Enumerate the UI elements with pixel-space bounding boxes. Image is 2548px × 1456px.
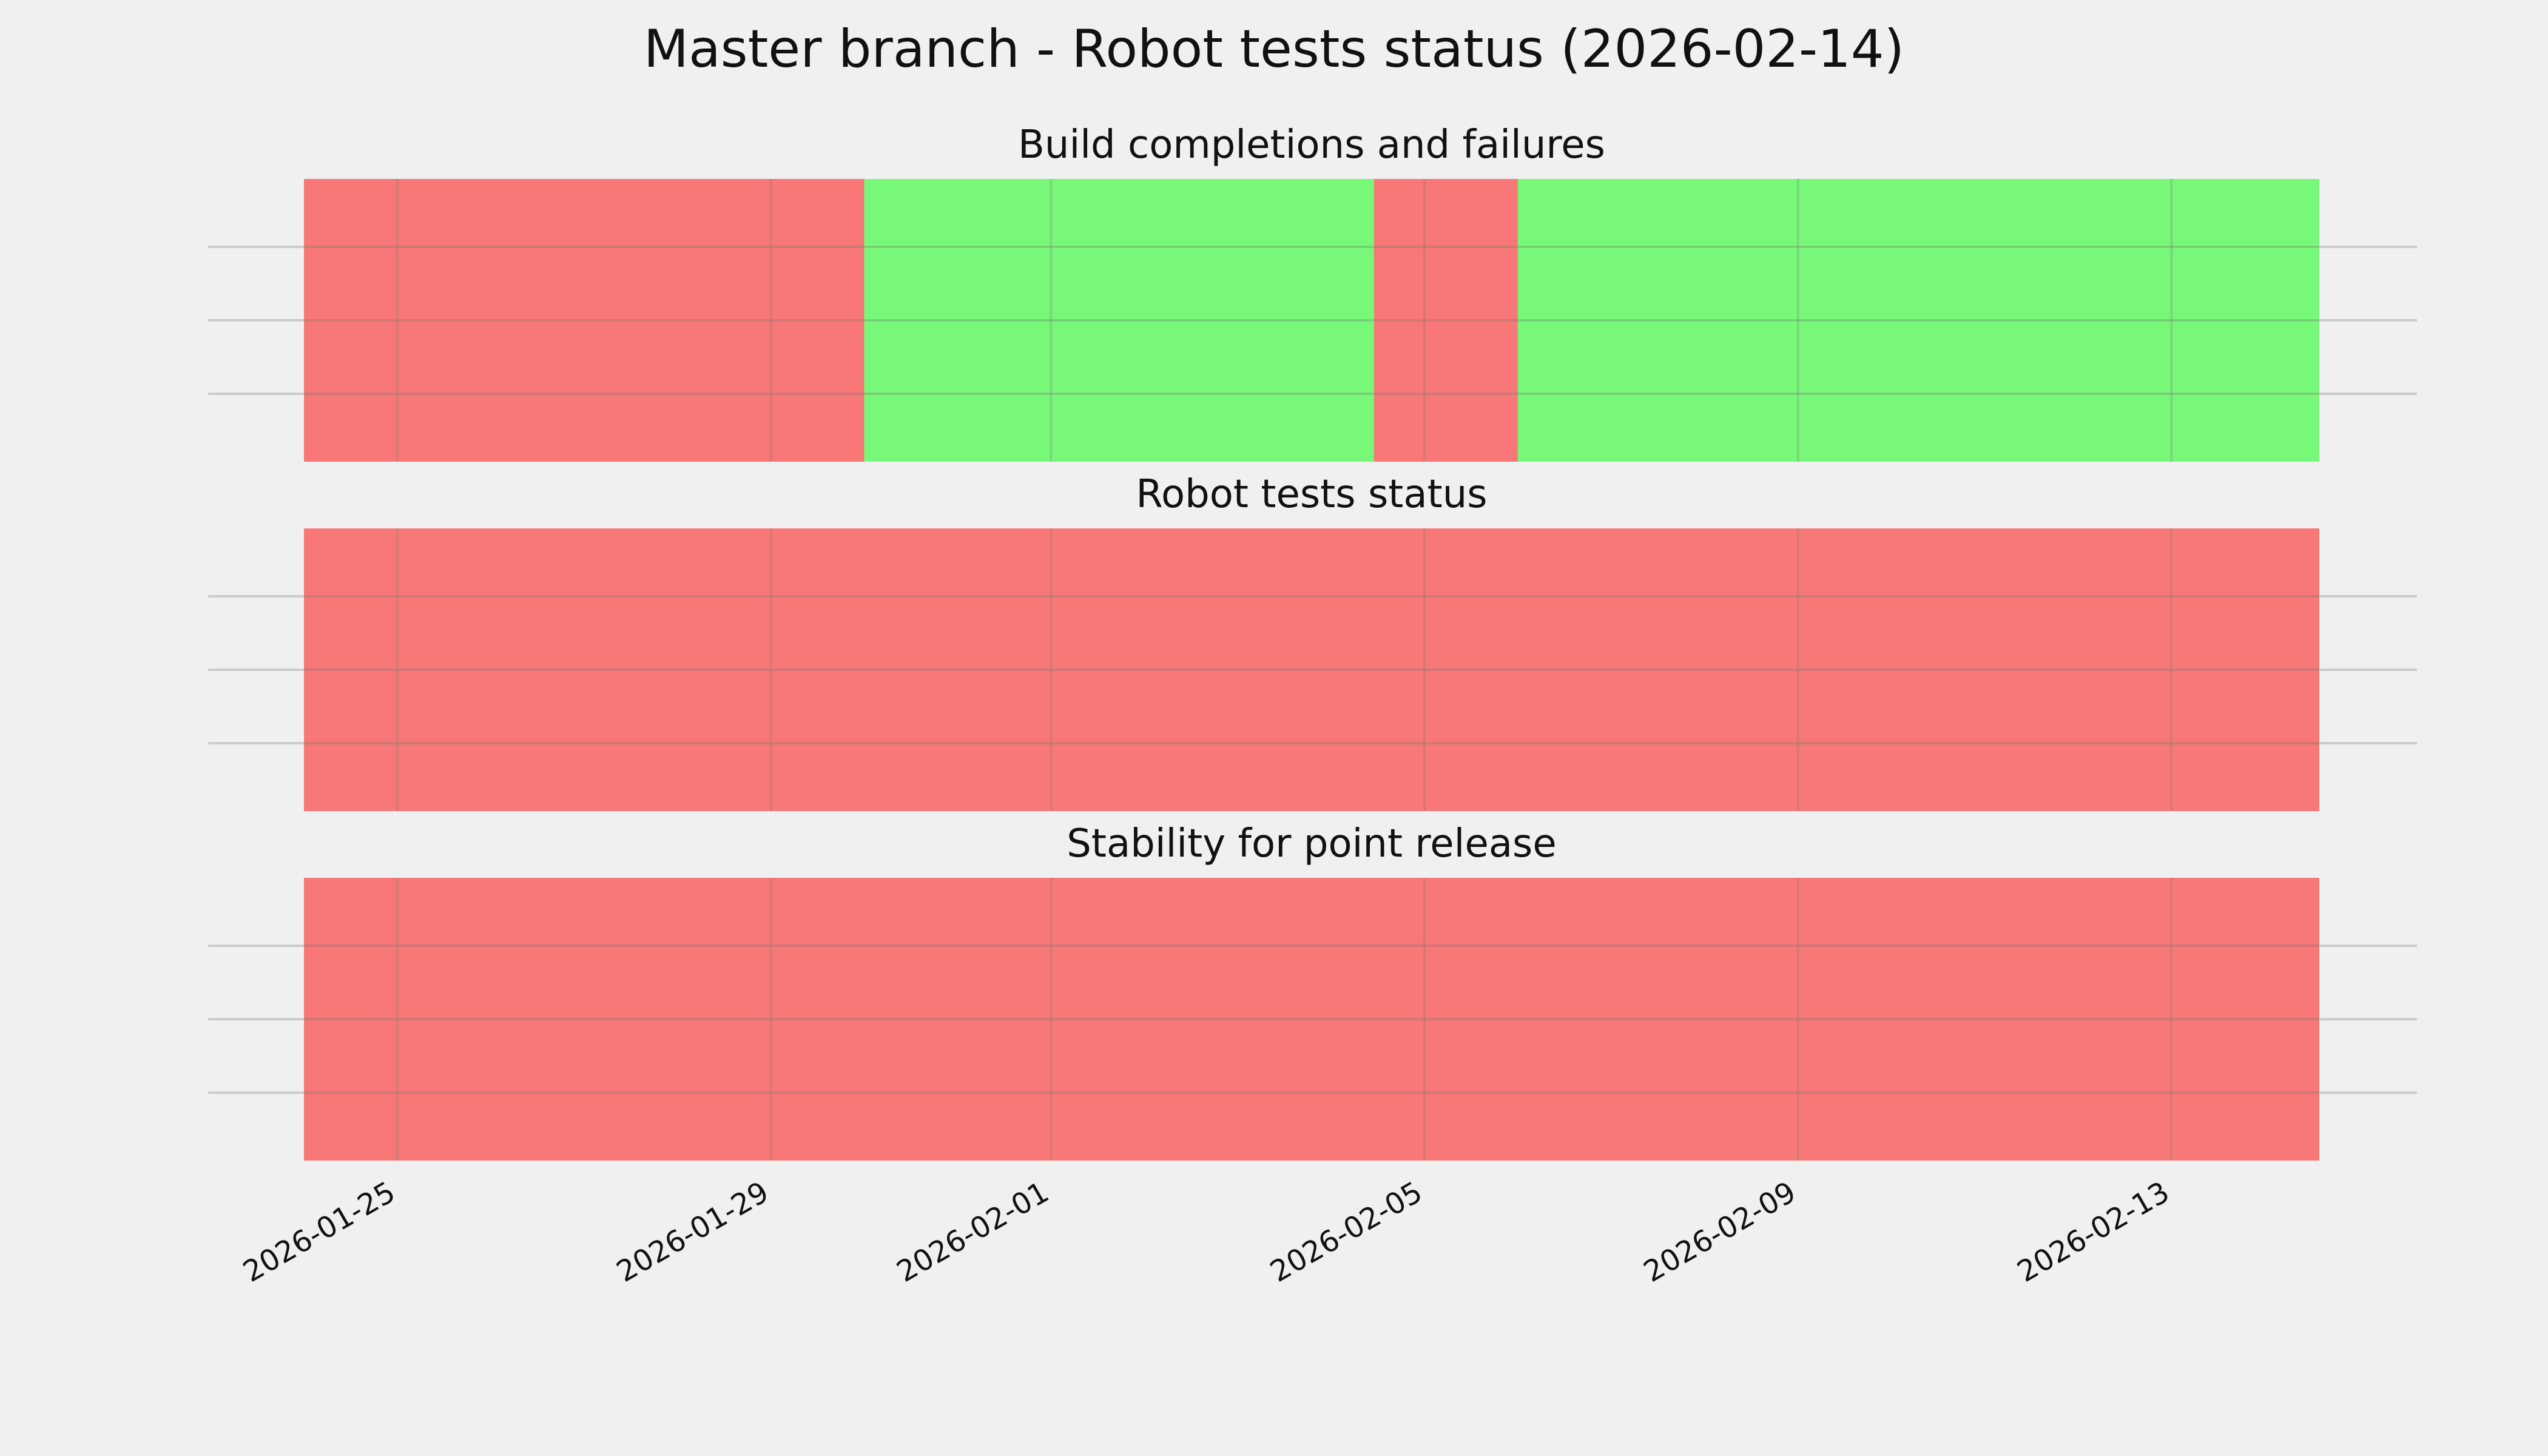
status-bar-pass [864,179,1374,462]
panel-1: Build completions and failures [208,123,2417,462]
status-bar-pass [1517,179,2319,462]
chart-title: Master branch - Robot tests status (2026… [644,19,1904,79]
panel-title: Stability for point release [1067,821,1557,866]
panel-2: Robot tests status [208,472,2417,811]
panels: Build completions and failures Robot test… [208,123,2417,1161]
panel-title: Build completions and failures [1018,123,1605,167]
status-bar-fail [1373,179,1518,462]
status-bar-fail [304,179,864,462]
panel-3: Stability for point release [208,821,2417,1161]
status-bar-fail [304,878,2319,1161]
panel-title: Robot tests status [1136,472,1487,517]
status-bar-fail [304,528,2319,811]
